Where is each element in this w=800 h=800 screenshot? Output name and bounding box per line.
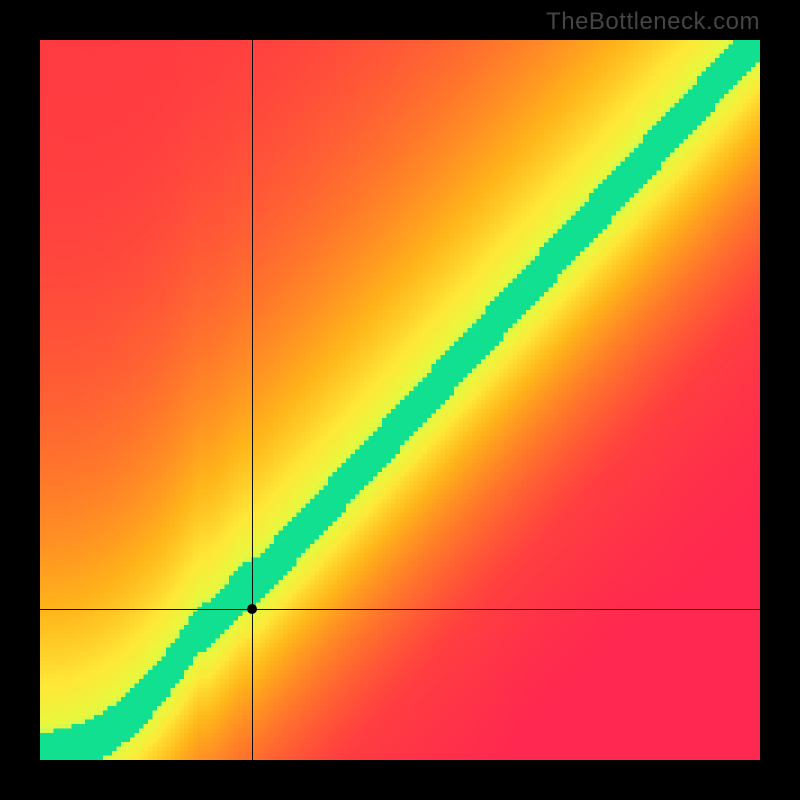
crosshair-horizontal	[40, 609, 760, 610]
crosshair-vertical	[252, 40, 253, 760]
bottleneck-heatmap	[40, 40, 760, 760]
plot-area	[40, 40, 760, 760]
watermark-text: TheBottleneck.com	[546, 8, 760, 36]
selected-point-marker	[247, 604, 257, 614]
